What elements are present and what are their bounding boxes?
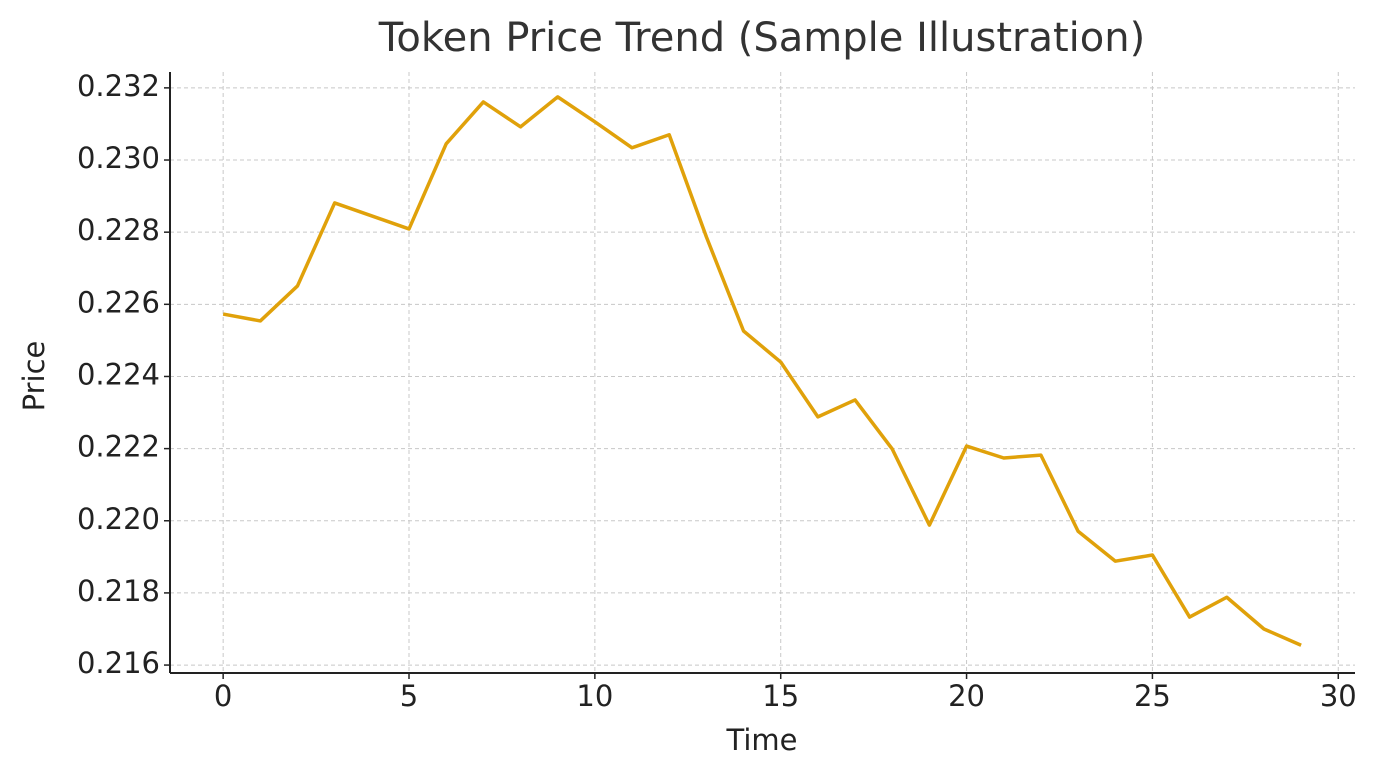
y-tick-label: 0.216 [77,646,160,680]
x-tick-label: 15 [762,679,799,713]
y-tick-label: 0.220 [77,502,160,536]
y-tick-label: 0.226 [77,285,160,319]
y-tick-label: 0.230 [77,141,160,175]
x-tick-label: 25 [1134,679,1171,713]
y-tick-label: 0.232 [77,69,160,103]
x-tick-label: 0 [214,679,232,713]
x-tick-label: 20 [948,679,985,713]
y-tick-label: 0.224 [77,357,160,391]
x-tick-label: 5 [400,679,418,713]
x-axis-label: Time [726,723,798,757]
x-tick-label: 30 [1320,679,1357,713]
x-tick-label: 10 [576,679,613,713]
y-axis-label: Price [17,341,51,412]
y-tick-label: 0.222 [77,430,160,464]
y-tick-label: 0.228 [77,213,160,247]
chart-title: Token Price Trend (Sample Illustration) [378,15,1145,61]
price-line [222,95,1302,647]
y-tick-label: 0.218 [77,574,160,608]
